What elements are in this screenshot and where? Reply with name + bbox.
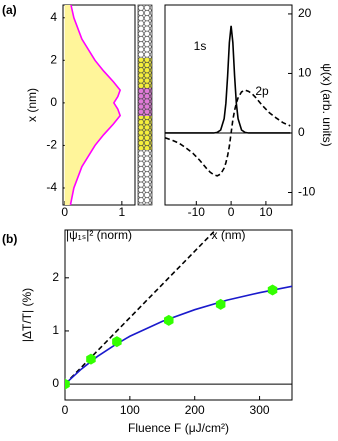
- x-axis-label: |ψ₁ₛ|² (norm): [66, 228, 132, 242]
- plot-frame: [64, 229, 293, 401]
- y-tick-label: 0: [52, 376, 59, 390]
- series-label: 1s: [194, 39, 207, 53]
- panel-label: (b): [2, 232, 17, 246]
- y-tick-label: -10: [298, 185, 316, 199]
- plot-area: [64, 4, 122, 206]
- y-tick-label: 20: [298, 6, 312, 20]
- x-axis-label: x (nm): [212, 228, 246, 242]
- data-point: [112, 336, 122, 348]
- data-point: [164, 314, 174, 326]
- plot-area: [65, 230, 292, 390]
- y-tick-label: 10: [298, 66, 312, 80]
- area-fill: [64, 5, 121, 205]
- data-point: [86, 353, 96, 365]
- x-tick-label: 0: [62, 403, 69, 417]
- y-tick-label: 0: [298, 125, 305, 139]
- series-label: 2p: [255, 84, 269, 98]
- plot-area: [165, 25, 291, 177]
- x-tick-label: 100: [120, 403, 140, 417]
- y-axis-label: x (nm): [25, 88, 39, 122]
- y-axis-label: |ΔT/T| (%): [20, 288, 34, 342]
- x-tick-label: 10: [259, 205, 273, 219]
- x-axis-label: Fluence F (μJ/cm²): [128, 421, 229, 435]
- y-tick-label: -4: [46, 180, 57, 194]
- plot-frame: [164, 4, 293, 206]
- y-tick-label: 1: [52, 323, 59, 337]
- panel-label: (a): [2, 3, 17, 17]
- y-tick-label: 4: [50, 10, 57, 24]
- x-tick-label: 200: [185, 403, 205, 417]
- density-curve: [69, 4, 122, 206]
- series-line: [165, 89, 291, 177]
- x-tick-label: 1: [119, 205, 126, 219]
- series-line: [165, 25, 291, 134]
- nanotube: [137, 4, 153, 206]
- series-line: [65, 230, 217, 385]
- y-tick-label: 0: [50, 95, 57, 109]
- y-axis-label: ψ(x) (arb. units): [320, 63, 334, 146]
- plot-frame: [62, 4, 136, 206]
- y-tick-label: 2: [50, 52, 57, 66]
- x-tick-label: -10: [188, 205, 206, 219]
- data-point: [267, 284, 278, 296]
- y-tick-label: -2: [46, 138, 57, 152]
- x-tick-label: 0: [228, 205, 235, 219]
- data-point: [65, 378, 70, 390]
- series-line: [65, 285, 292, 385]
- data-point: [215, 298, 226, 310]
- x-tick-label: 0: [61, 205, 68, 219]
- x-tick-label: 300: [250, 403, 270, 417]
- y-tick-label: 2: [52, 270, 59, 284]
